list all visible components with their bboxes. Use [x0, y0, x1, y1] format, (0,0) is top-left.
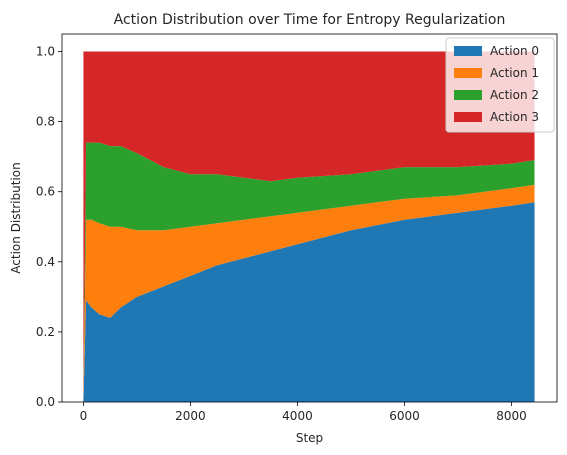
legend-label: Action 1: [490, 66, 539, 80]
y-tick-label: 0.0: [36, 395, 55, 409]
y-tick-label: 0.4: [36, 255, 55, 269]
x-axis: 0 2000 4000 6000 8000: [80, 402, 527, 423]
chart-title: Action Distribution over Time for Entrop…: [114, 12, 506, 28]
y-tick-label: 0.6: [36, 185, 55, 199]
x-tick-label: 8000: [496, 409, 527, 423]
legend-swatch: [454, 46, 482, 56]
legend-label: Action 0: [490, 44, 539, 58]
x-tick-label: 2000: [175, 409, 206, 423]
legend-label: Action 3: [490, 110, 539, 124]
y-axis: 0.0 0.2 0.4 0.6 0.8 1.0: [36, 45, 62, 409]
area-series-1: [83, 184, 535, 402]
legend-box: [445, 37, 555, 133]
plot-frame: [61, 33, 558, 403]
area-series-3: [83, 51, 535, 403]
legend-swatch: [454, 68, 482, 78]
legend-swatch: [454, 90, 482, 100]
y-axis-label: Action Distribution: [9, 162, 23, 273]
x-tick-label: 0: [80, 409, 88, 423]
area-series-2: [83, 142, 535, 402]
legend: Action 0 Action 1 Action 2 Action 3: [445, 37, 555, 133]
y-tick-label: 0.2: [36, 325, 55, 339]
legend-swatch: [454, 112, 482, 122]
y-tick-label: 1.0: [36, 45, 55, 59]
legend-label: Action 2: [490, 88, 539, 102]
area-series-0: [83, 202, 535, 402]
x-tick-label: 4000: [282, 409, 313, 423]
x-tick-label: 6000: [389, 409, 420, 423]
x-axis-label: Step: [296, 431, 323, 445]
area-layers: [83, 51, 535, 403]
y-tick-label: 0.8: [36, 115, 55, 129]
